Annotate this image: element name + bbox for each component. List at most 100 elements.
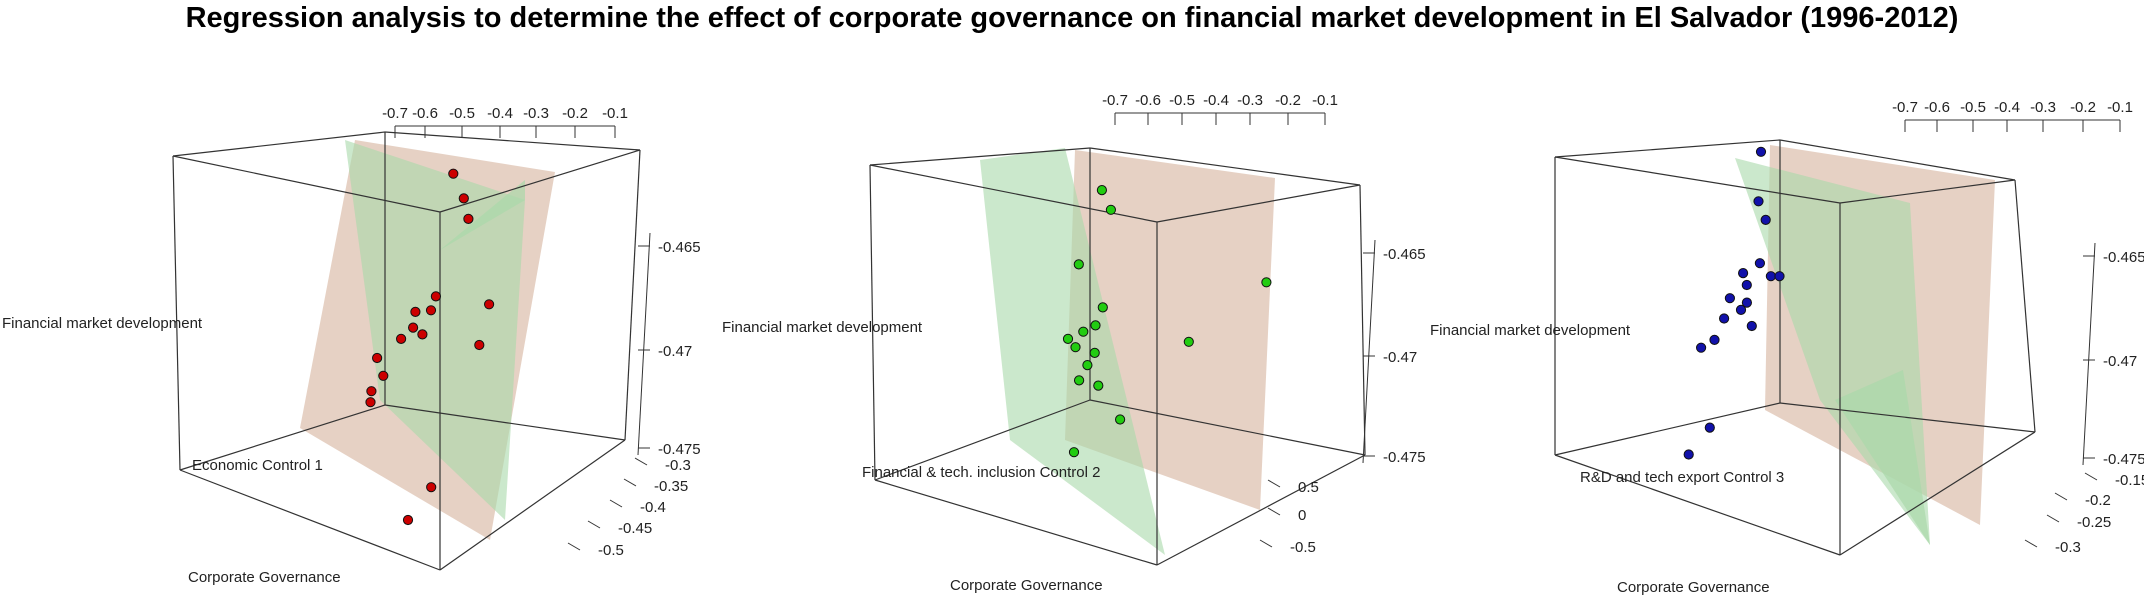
plot-economic-control: -0.7 -0.6 -0.5 -0.4 -0.3 -0.2 -0.1 -0.465 -0.47 -… [2, 105, 700, 586]
chart-title: Regression analysis to determine the eff… [185, 2, 1959, 34]
bounding-box-edge [179, 469, 441, 571]
right-tick-label: -0.465 [1383, 246, 1426, 263]
data-point [1765, 271, 1776, 282]
bounding-box-edge [2014, 179, 2036, 433]
right-tick-label: -0.465 [658, 239, 700, 256]
data-point [366, 386, 377, 397]
top-tick-label: -0.5 [449, 105, 475, 122]
data-point [417, 329, 428, 340]
data-point [1709, 334, 1720, 345]
bounding-box-edge [172, 131, 386, 157]
depth-axis-tick [623, 478, 637, 487]
top-tick-label: -0.4 [487, 105, 513, 122]
data-point [1062, 333, 1074, 344]
bounding-box-edge [1839, 179, 2016, 204]
data-point [1719, 313, 1730, 324]
right-tick-label: -0.475 [2103, 451, 2144, 468]
top-tick-label: -0.6 [1135, 92, 1161, 109]
data-point [1741, 279, 1752, 291]
top-tick-label: -0.1 [2107, 99, 2133, 116]
data-point [1183, 336, 1194, 347]
data-point [1261, 277, 1272, 288]
bounding-box-edge [874, 399, 1091, 481]
data-point [396, 333, 407, 344]
bounding-box-edge [1779, 402, 2036, 433]
top-tick-label: -0.2 [562, 105, 588, 122]
data-point [378, 370, 389, 381]
depth-tick-label: -0.25 [2077, 514, 2111, 531]
bounding-box-edge [1089, 399, 1366, 456]
bounding-box-edge [439, 149, 641, 213]
top-tick-label: -0.3 [2030, 99, 2056, 116]
data-point [1755, 146, 1767, 157]
data-point [430, 291, 441, 302]
bounding-box-edge [869, 164, 876, 481]
depth-axis-tick [2046, 514, 2060, 523]
data-point [402, 514, 414, 526]
data-point [1115, 414, 1126, 425]
depth-axis-tick [2054, 492, 2068, 501]
zlabel: Financial & tech. inclusion Control 2 [862, 464, 1100, 481]
right-axis-line [637, 232, 651, 456]
right-tick-label: -0.47 [2103, 353, 2137, 370]
top-tick-label: -0.6 [412, 105, 438, 122]
data-point [1089, 347, 1100, 358]
bounding-box-edge [172, 155, 441, 213]
data-point [1078, 326, 1089, 337]
top-tick-label: -0.6 [1924, 99, 1950, 116]
bounding-box-edge [874, 479, 1158, 566]
data-point [1105, 204, 1116, 215]
depth-tick-label: -0.5 [1290, 539, 1316, 556]
depth-tick-label: -0.2 [2085, 492, 2111, 509]
depth-tick-label: -0.45 [618, 520, 652, 537]
data-point [1082, 360, 1093, 371]
depth-tick-label: -0.3 [2055, 539, 2081, 556]
regression-plane-green [345, 140, 525, 520]
depth-axis-tick [567, 542, 581, 551]
top-tick-label: -0.7 [1892, 99, 1918, 116]
depth-tick-label: -0.15 [2115, 472, 2144, 489]
data-point [1774, 271, 1785, 282]
bounding-box-edge [1156, 184, 1361, 223]
ylabel: Financial market development [722, 319, 923, 336]
data-point [484, 299, 495, 310]
right-tick-label: -0.475 [1383, 449, 1426, 466]
right-tick-label: -0.465 [2103, 249, 2144, 266]
data-point [1097, 302, 1108, 313]
zlabel: Economic Control 1 [192, 457, 323, 474]
plot-financial-inclusion-control: -0.7 -0.6 -0.5 -0.4 -0.3 -0.2 -0.1 -0.465 -0.47 -… [722, 92, 1426, 594]
bounding-box-edge [384, 404, 626, 441]
top-tick-label: -0.1 [1312, 92, 1338, 109]
bounding-box-edge [1554, 454, 1841, 556]
xlabel: Corporate Governance [188, 569, 341, 586]
panel-economic-control: -0.7 -0.6 -0.5 -0.4 -0.3 -0.2 -0.1 -0.465 -0.47 -… [0, 0, 700, 608]
data-point [463, 213, 474, 224]
bounding-box-edge [1156, 454, 1366, 566]
data-point [1741, 297, 1752, 308]
bounding-box-edge [1779, 139, 2016, 181]
data-point [410, 306, 421, 317]
top-tick-label: -0.5 [1960, 99, 1986, 116]
bounding-box-edge [1359, 184, 1366, 456]
right-tick-label: -0.475 [658, 441, 700, 458]
data-point [1074, 375, 1085, 386]
zlabel: R&D and tech export Control 3 [1580, 469, 1784, 486]
data-point [1760, 214, 1771, 225]
data-point [408, 322, 419, 333]
plot-rd-export-control: -0.7 -0.6 -0.5 -0.4 -0.3 -0.2 -0.1 -0.465 -0.47 -… [1430, 99, 2144, 596]
bounding-box-edge [384, 131, 641, 151]
data-point [426, 482, 437, 493]
panel-financial-inclusion-control: -0.7 -0.6 -0.5 -0.4 -0.3 -0.2 -0.1 -0.465 -0.47 -… [710, 0, 1430, 608]
bounding-box-edge [869, 147, 1091, 166]
xlabel: Corporate Governance [1617, 579, 1770, 596]
bounding-box-edge [179, 404, 386, 471]
data-point [1073, 259, 1084, 270]
right-tick-label: -0.47 [1383, 349, 1417, 366]
data-point [474, 339, 485, 351]
depth-axis-tick [2084, 472, 2098, 481]
data-point [1738, 268, 1749, 279]
data-point [372, 352, 383, 364]
bounding-box-edge [1554, 139, 1781, 158]
right-axis-line [2082, 242, 2096, 466]
top-tick-label: -0.5 [1169, 92, 1195, 109]
